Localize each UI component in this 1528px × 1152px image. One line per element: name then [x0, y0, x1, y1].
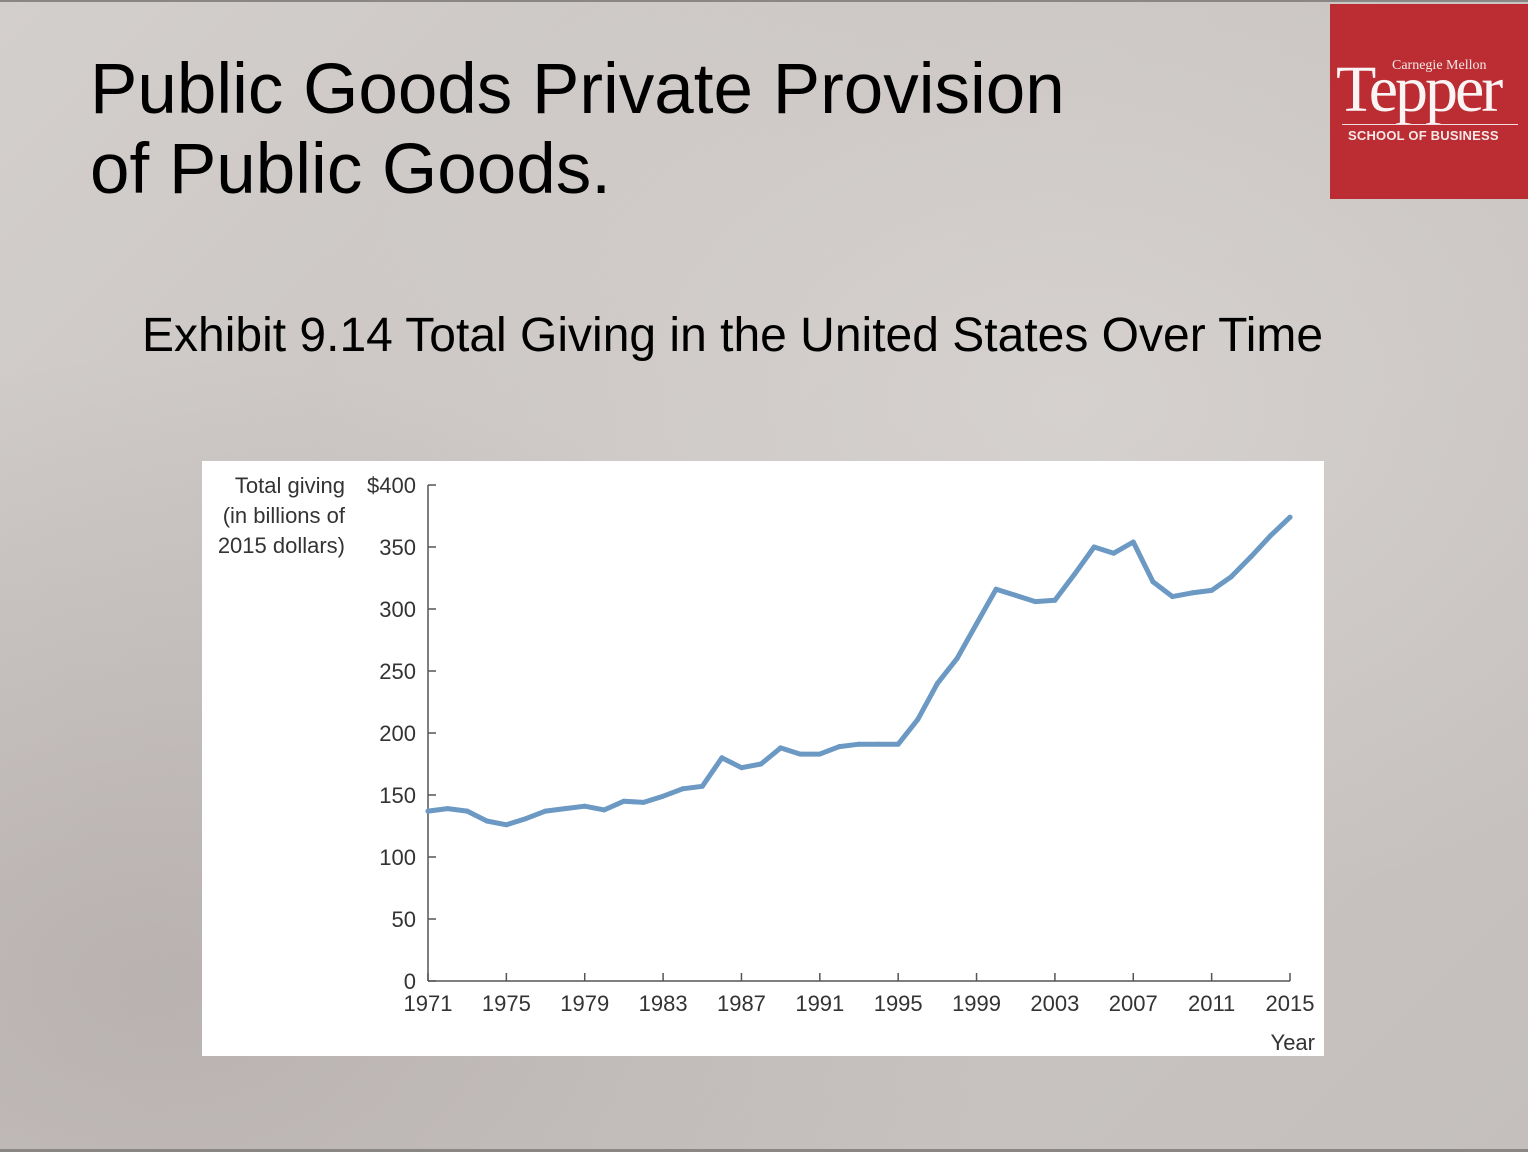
data-point	[582, 803, 588, 809]
data-point	[1189, 590, 1195, 596]
data-point	[1287, 514, 1293, 520]
x-tick-label: 1999	[952, 991, 1001, 1016]
data-point	[601, 807, 607, 813]
data-point	[1111, 550, 1117, 556]
x-tick-label: 1991	[795, 991, 844, 1016]
data-point	[699, 783, 705, 789]
data-point	[1072, 571, 1077, 577]
y-tick-label: 300	[379, 597, 416, 622]
data-point	[641, 799, 646, 805]
data-point	[562, 806, 568, 812]
data-point	[1013, 592, 1019, 598]
data-point	[1130, 539, 1136, 545]
total-giving-line-chart: 0 50 100 150 200 250 300 350 $400 1971 1975 1979 198…	[218, 473, 1315, 1055]
y-tick-label: 200	[379, 721, 416, 746]
bottom-border	[0, 1149, 1528, 1152]
data-point	[464, 808, 470, 814]
data-point	[1032, 599, 1038, 605]
data-point	[1170, 594, 1175, 600]
data-point	[797, 751, 803, 757]
y-axis-label-line: Total giving	[235, 473, 345, 498]
x-axis-label: Year	[1271, 1030, 1315, 1055]
x-tick-label: 1971	[404, 991, 453, 1016]
data-point	[680, 786, 686, 792]
x-tick-label: 1975	[482, 991, 531, 1016]
data-point	[660, 793, 666, 799]
y-axis-label-line: (in billions of	[223, 503, 346, 528]
y-tick-label: 250	[379, 659, 416, 684]
data-point	[719, 755, 725, 761]
x-tick-label: 1983	[639, 991, 688, 1016]
data-point	[1052, 597, 1058, 603]
x-tick-label: 2003	[1030, 991, 1079, 1016]
data-point	[758, 761, 764, 767]
data-point	[817, 751, 823, 757]
exhibit-title: Exhibit 9.14 Total Giving in the United …	[142, 309, 1324, 362]
y-tick-label: 0	[404, 969, 416, 994]
data-point	[778, 745, 784, 751]
data-point	[934, 680, 940, 686]
data-point	[954, 656, 960, 662]
logo-school-text: SCHOOL OF BUSINESS	[1348, 128, 1499, 143]
data-point	[876, 741, 882, 747]
y-tick-label: $400	[367, 473, 416, 498]
data-point	[1248, 554, 1254, 560]
data-point	[484, 818, 490, 824]
data-point	[543, 808, 548, 814]
x-tick-label: 2015	[1266, 991, 1315, 1016]
x-tick-label: 1979	[560, 991, 609, 1016]
y-axis-label-line: 2015 dollars)	[218, 533, 345, 558]
data-point	[974, 621, 979, 627]
data-point	[621, 798, 627, 804]
data-point	[523, 816, 529, 822]
chart-panel: 0 50 100 150 200 250 300 350 $400 1971 1975 1979 198…	[202, 461, 1324, 1056]
logo-divider	[1342, 124, 1518, 125]
data-point	[1228, 574, 1234, 580]
tepper-logo	[1330, 4, 1528, 199]
data-point	[895, 741, 901, 747]
data-point	[1091, 544, 1097, 550]
y-tick-label: 100	[379, 845, 416, 870]
data-point	[993, 586, 999, 592]
data-point	[1209, 587, 1215, 593]
total-giving-series-line	[425, 514, 1293, 828]
slide-title-line-2: of Public Goods.	[90, 130, 611, 209]
y-tick-label: 350	[379, 535, 416, 560]
x-tick-label: 1995	[874, 991, 923, 1016]
x-tick-label: 2007	[1109, 991, 1158, 1016]
data-point	[856, 741, 862, 747]
data-point	[503, 822, 509, 828]
data-point	[1150, 579, 1156, 585]
x-tick-label: 2011	[1188, 991, 1235, 1016]
data-point	[1267, 533, 1273, 539]
data-point	[445, 806, 451, 812]
data-point	[836, 744, 842, 750]
slide-title: Public Goods Private Provision of Public…	[90, 50, 1270, 210]
data-point	[915, 716, 921, 722]
y-tick-label: 150	[379, 783, 416, 808]
logo-wordmark: Tepper	[1336, 53, 1503, 126]
logo-university-text: Carnegie Mellon	[1392, 58, 1487, 73]
x-tick-label: 1987	[717, 991, 766, 1016]
y-tick-label: 50	[392, 907, 416, 932]
data-point	[739, 765, 744, 771]
data-point	[425, 808, 431, 814]
slide-title-line-1: Public Goods Private Provision	[90, 50, 1065, 129]
top-border	[0, 0, 1528, 2]
